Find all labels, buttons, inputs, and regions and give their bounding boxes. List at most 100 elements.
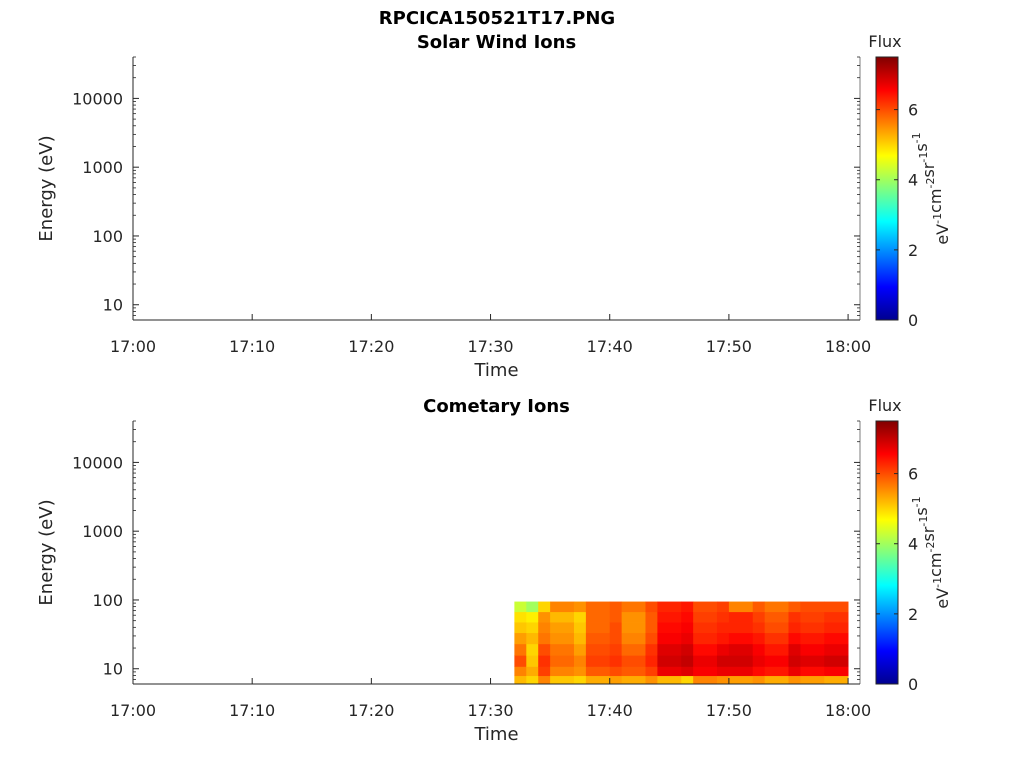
heatmap-cell xyxy=(621,655,646,667)
heatmap-cell xyxy=(538,666,551,677)
heatmap-cell xyxy=(693,601,718,613)
heatmap-cell xyxy=(526,622,539,634)
heatmap-cell xyxy=(693,643,718,656)
panel-title: Cometary Ions xyxy=(423,396,570,417)
heatmap-cell xyxy=(645,675,658,684)
heatmap-cell xyxy=(657,632,682,645)
heatmap-cell xyxy=(788,643,801,656)
colorbar: Flux 0 2 4 6 eV-1cm-2sr-1s-1 xyxy=(868,32,952,330)
heatmap-cell xyxy=(621,622,646,634)
heatmap-cell xyxy=(550,655,575,667)
heatmap-cell xyxy=(538,675,551,684)
panel-title: Solar Wind Ions xyxy=(417,32,576,53)
heatmap-cell xyxy=(824,611,849,623)
heatmap-cell xyxy=(657,675,682,684)
heatmap-cell xyxy=(621,643,646,656)
heatmap-cell xyxy=(657,666,682,677)
heatmap-cell xyxy=(621,666,646,677)
heatmap-cell xyxy=(716,611,730,623)
heatmap-cell xyxy=(728,601,754,613)
heatmap-cell xyxy=(550,632,575,645)
x-tick-label: 17:00 xyxy=(110,337,156,356)
heatmap-cell xyxy=(824,601,849,613)
heatmap-cell xyxy=(526,675,539,684)
heatmap-cell xyxy=(764,601,789,613)
heatmap-cell xyxy=(752,622,766,634)
heatmap-cell xyxy=(716,632,730,645)
heatmap-cell xyxy=(728,643,754,656)
x-tick-label: 17:30 xyxy=(467,337,513,356)
heatmap-cell xyxy=(609,601,623,613)
heatmap-cell xyxy=(550,622,575,634)
heatmap-cell xyxy=(645,643,658,656)
heatmap-cell xyxy=(681,611,694,623)
heatmap-cell xyxy=(645,632,658,645)
heatmap-cell xyxy=(538,632,551,645)
heatmap-cell xyxy=(800,632,825,645)
y-tick-label: 1000 xyxy=(82,158,123,177)
heatmap-cell xyxy=(657,622,682,634)
colorbar-unit: eV-1cm-2sr-1s-1 xyxy=(910,132,952,244)
heatmap-cell xyxy=(824,643,849,656)
heatmap-cell xyxy=(621,601,646,613)
heatmap-cell xyxy=(538,655,551,667)
heatmap-cell xyxy=(788,666,801,677)
colorbar-tick-label: 0 xyxy=(908,675,918,694)
heatmap-cell xyxy=(752,675,766,684)
x-axis-label: Time xyxy=(473,724,518,745)
heatmap-cell xyxy=(681,655,694,667)
heatmap-cell xyxy=(716,655,730,667)
heatmap-cell xyxy=(585,643,611,656)
heatmap-cell xyxy=(764,675,789,684)
heatmap-cell xyxy=(645,655,658,667)
heatmap-cell xyxy=(514,655,527,667)
heatmap-cell xyxy=(609,666,623,677)
heatmap-cell xyxy=(693,655,718,667)
x-tick-label: 18:00 xyxy=(825,701,871,720)
heatmap-cell xyxy=(645,611,658,623)
heatmap-cells xyxy=(514,601,849,684)
heatmap-cell xyxy=(693,632,718,645)
heatmap-cell xyxy=(824,675,849,684)
heatmap-cell xyxy=(824,655,849,667)
heatmap-cell xyxy=(752,643,766,656)
heatmap-cell xyxy=(657,601,682,613)
y-tick-label: 10000 xyxy=(72,453,123,472)
heatmap-cell xyxy=(514,622,527,634)
x-tick-label: 17:30 xyxy=(467,701,513,720)
heatmap-cell xyxy=(573,622,587,634)
heatmap-cell xyxy=(526,666,539,677)
heatmap-cell xyxy=(645,601,658,613)
heatmap-cell xyxy=(716,643,730,656)
heatmap-cell xyxy=(824,622,849,634)
heatmap-cell xyxy=(693,622,718,634)
heatmap-cell xyxy=(538,601,551,613)
heatmap-cell xyxy=(657,643,682,656)
heatmap-cell xyxy=(728,622,754,634)
heatmap-cell xyxy=(526,655,539,667)
heatmap-cell xyxy=(585,622,611,634)
colorbar-tick-label: 6 xyxy=(908,465,918,484)
heatmap-cell xyxy=(538,611,551,623)
heatmap-cell xyxy=(609,643,623,656)
y-tick-label: 100 xyxy=(92,591,123,610)
heatmap-cell xyxy=(788,601,801,613)
heatmap-cell xyxy=(752,601,766,613)
heatmap-cell xyxy=(800,666,825,677)
heatmap-cell xyxy=(550,601,575,613)
heatmap-cell xyxy=(800,643,825,656)
x-tick-label: 17:20 xyxy=(348,701,394,720)
heatmap-cell xyxy=(752,655,766,667)
heatmap-cell xyxy=(585,632,611,645)
heatmap-cell xyxy=(800,655,825,667)
colorbar-gradient xyxy=(875,56,899,321)
heatmap-cell xyxy=(752,611,766,623)
heatmap-cell xyxy=(526,643,539,656)
heatmap-cell xyxy=(800,622,825,634)
y-tick-label: 1000 xyxy=(82,522,123,541)
heatmap-cell xyxy=(514,666,527,677)
heatmap-cell xyxy=(764,632,789,645)
heatmap-cell xyxy=(764,643,789,656)
heatmap-cell xyxy=(716,666,730,677)
